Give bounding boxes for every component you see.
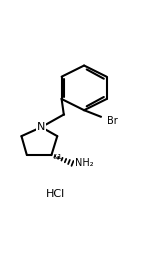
Text: N: N <box>37 122 46 132</box>
Text: Br: Br <box>107 116 117 126</box>
Text: &1: &1 <box>52 154 62 160</box>
Text: NH₂: NH₂ <box>75 158 93 168</box>
Text: HCl: HCl <box>46 189 65 199</box>
